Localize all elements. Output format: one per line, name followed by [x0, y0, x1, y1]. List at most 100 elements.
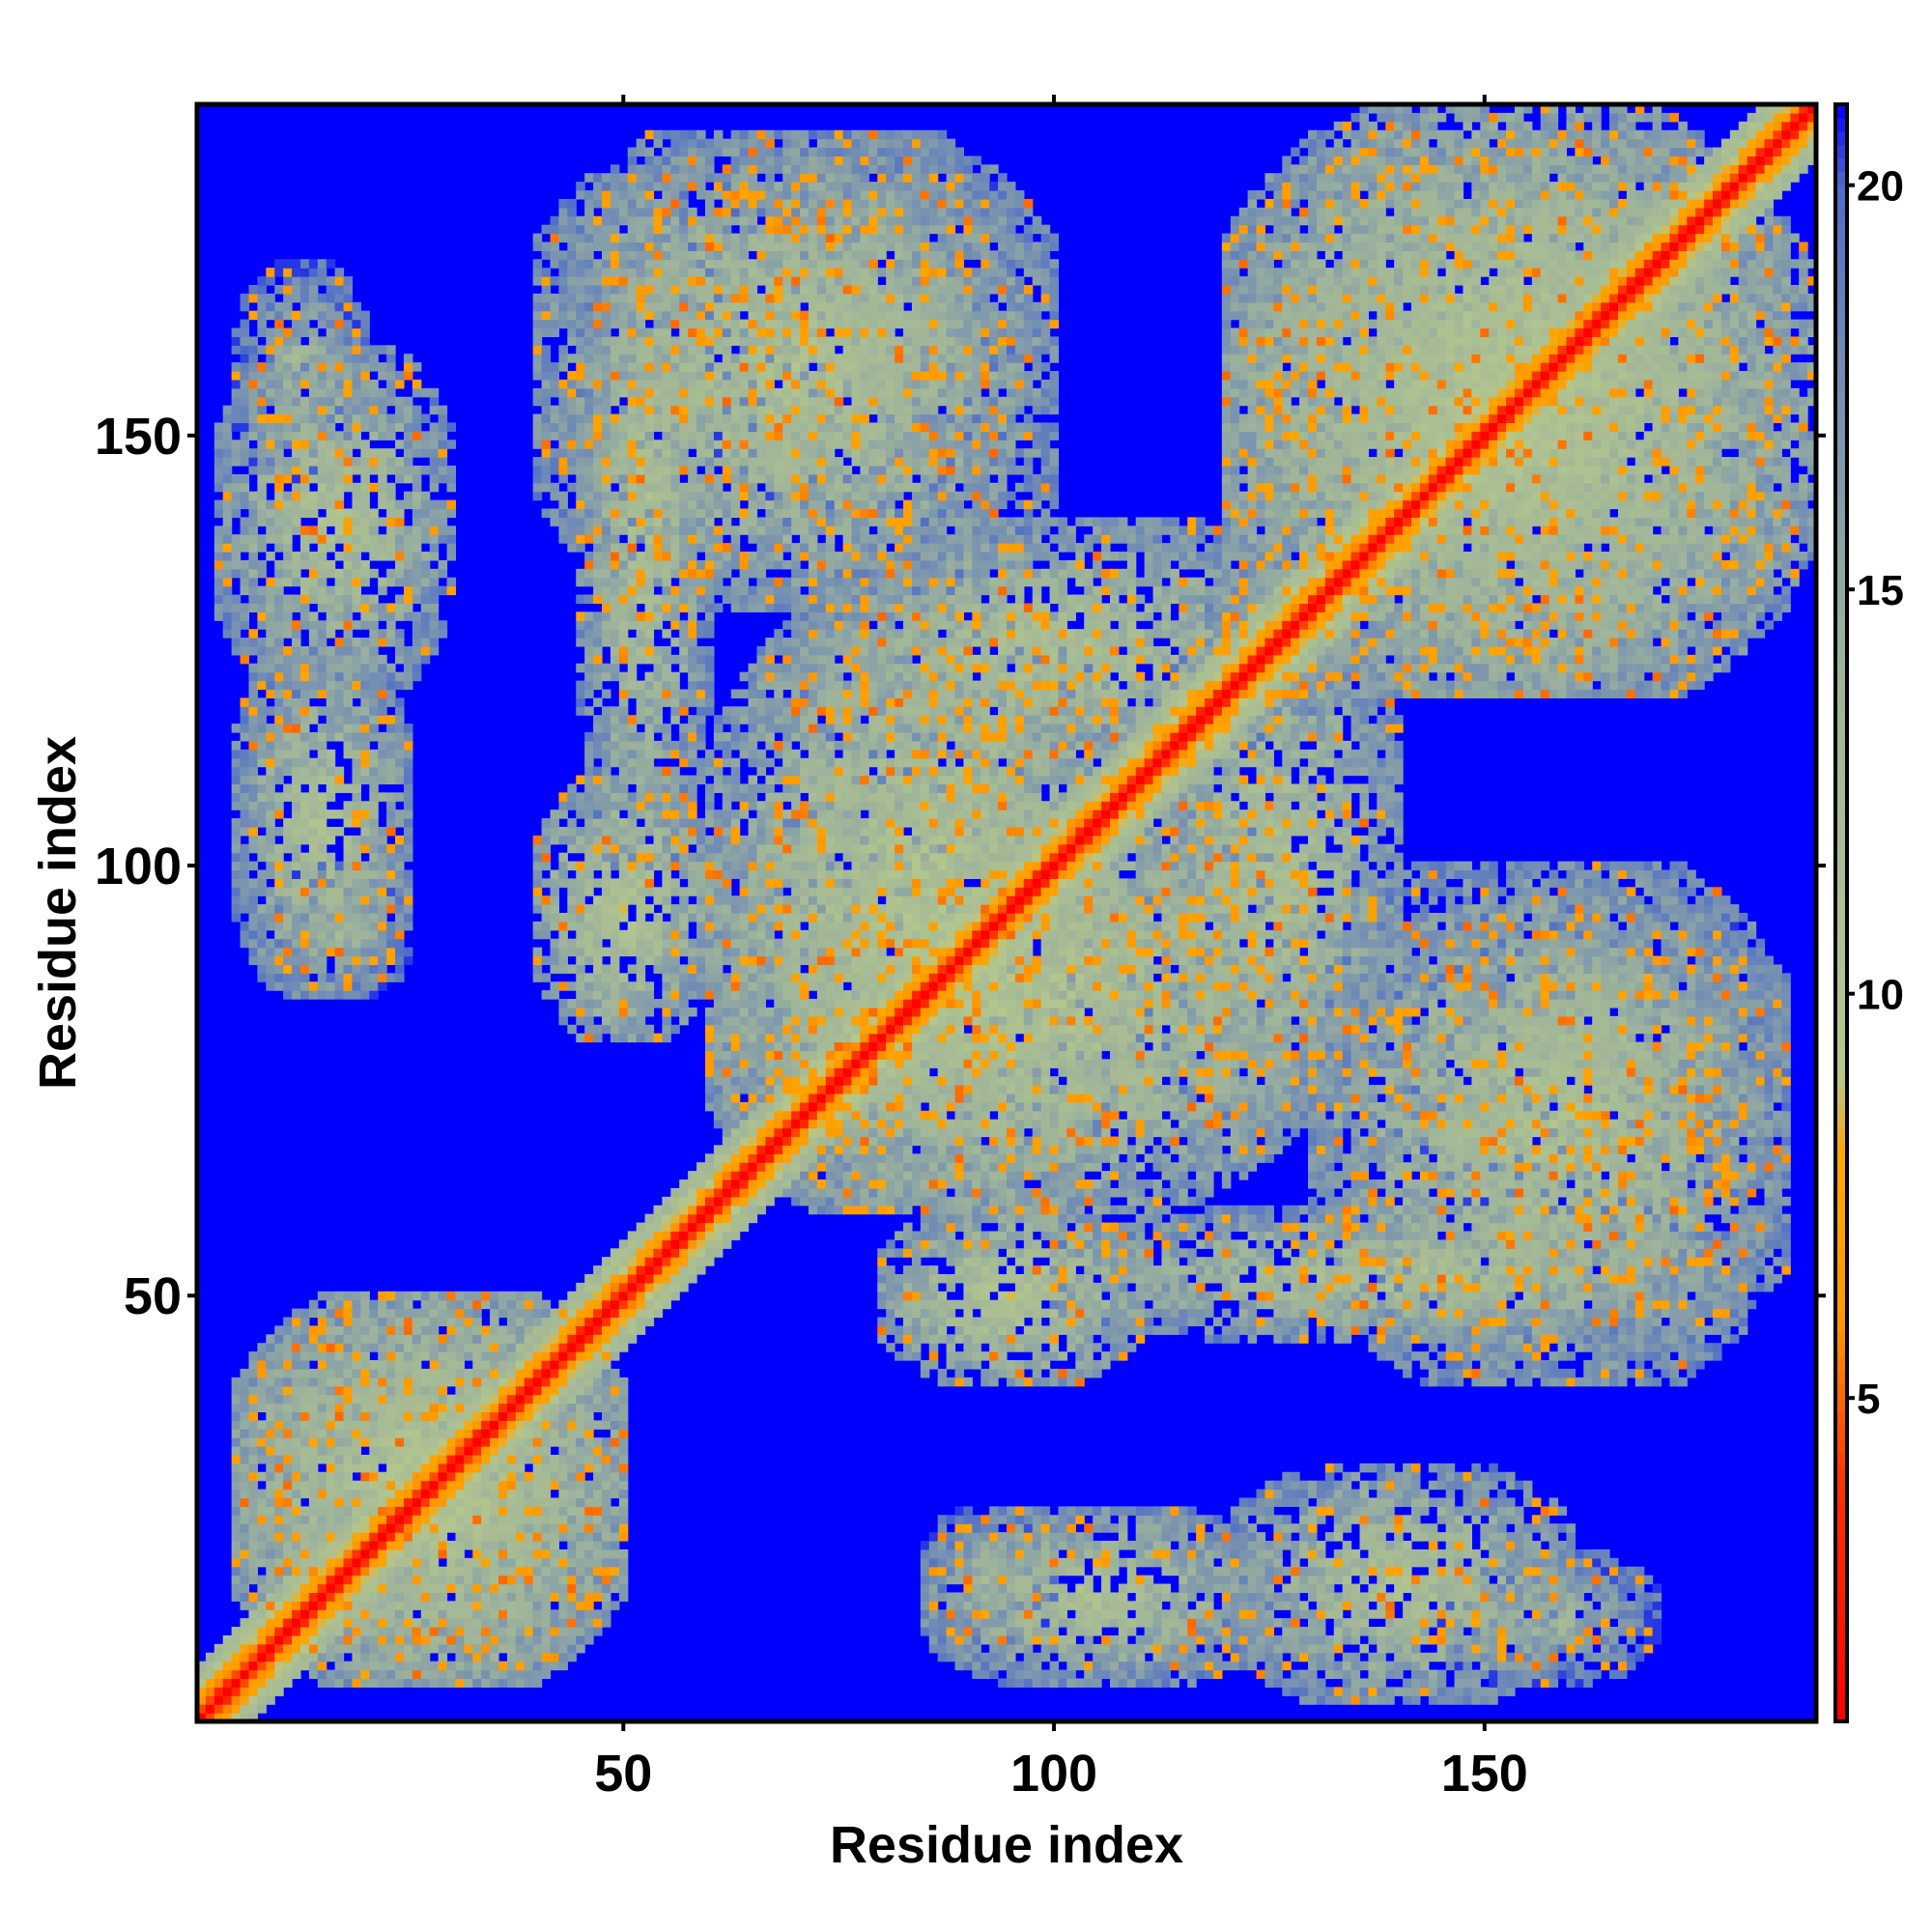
- heatmap-cell: [352, 654, 361, 665]
- heatmap-cell: [308, 1446, 319, 1456]
- heatmap-cell: [266, 1334, 275, 1344]
- heatmap-cell: [386, 1429, 396, 1438]
- heatmap-cell: [240, 724, 250, 733]
- heatmap-cell: [636, 250, 646, 260]
- heatmap-cell: [326, 457, 336, 467]
- heatmap-cell: [584, 1618, 594, 1628]
- heatmap-cell: [584, 689, 594, 698]
- heatmap-cell: [490, 1454, 499, 1464]
- heatmap-cell: [283, 766, 293, 777]
- heatmap-cell: [610, 164, 620, 174]
- heatmap-cell: [378, 1411, 387, 1421]
- heatmap-cell: [498, 1343, 508, 1352]
- heatmap-cell: [618, 371, 629, 381]
- heatmap-cell: [308, 1557, 319, 1568]
- heatmap-cell: [240, 577, 250, 587]
- heatmap-cell: [618, 1273, 629, 1284]
- heatmap-cell: [266, 749, 275, 759]
- heatmap-cell: [584, 173, 594, 183]
- heatmap-cell: [644, 981, 655, 991]
- heatmap-cell: [378, 448, 387, 458]
- heatmap-cell: [490, 1463, 499, 1473]
- heatmap-cell: [627, 517, 638, 526]
- heatmap-cell: [317, 1643, 327, 1654]
- heatmap-cell: [653, 835, 663, 845]
- heatmap-cell: [584, 259, 594, 269]
- heatmap-cell: [420, 559, 431, 570]
- heatmap-cell: [395, 1394, 405, 1405]
- heatmap-cell: [386, 749, 396, 759]
- heatmap-cell: [352, 732, 361, 742]
- heatmap-cell: [584, 1627, 594, 1636]
- heatmap-cell: [378, 473, 387, 484]
- heatmap-cell: [317, 887, 327, 896]
- heatmap-cell: [240, 801, 250, 810]
- heatmap-cell: [662, 1291, 671, 1301]
- heatmap-cell: [593, 413, 603, 424]
- heatmap-cell: [567, 1489, 577, 1499]
- heatmap-cell: [602, 1437, 611, 1447]
- heatmap-cell: [593, 517, 603, 526]
- heatmap-cell: [326, 861, 336, 871]
- heatmap-cell: [429, 440, 440, 449]
- heatmap-cell: [292, 1548, 301, 1559]
- heatmap-cell: [584, 387, 594, 398]
- heatmap-cell: [662, 1265, 671, 1275]
- heatmap-cell: [541, 1601, 552, 1610]
- heatmap-cell: [343, 1557, 354, 1568]
- heatmap-cell: [231, 559, 242, 570]
- heatmap-cell: [360, 422, 370, 432]
- heatmap-cell: [584, 749, 594, 759]
- heatmap-cell: [308, 413, 319, 424]
- heatmap-cell: [360, 1480, 370, 1491]
- heatmap-cell: [403, 904, 413, 914]
- heatmap-cell: [240, 1377, 250, 1387]
- heatmap-cell: [257, 724, 267, 733]
- heatmap-cell: [386, 818, 396, 828]
- heatmap-cell: [610, 508, 620, 518]
- heatmap-cell: [558, 465, 568, 475]
- heatmap-cell: [472, 1308, 482, 1319]
- heatmap-cell: [412, 362, 422, 372]
- heatmap-cell: [576, 371, 585, 381]
- heatmap-cell: [472, 1317, 482, 1326]
- heatmap-cell: [558, 293, 568, 303]
- heatmap-cell: [369, 1334, 379, 1344]
- heatmap-cell: [558, 517, 568, 526]
- heatmap-cell: [222, 1669, 233, 1680]
- heatmap-cell: [240, 938, 250, 949]
- heatmap-cell: [257, 327, 267, 338]
- heatmap-cell: [395, 1343, 405, 1352]
- heatmap-cell: [584, 1446, 594, 1456]
- heatmap-cell: [360, 319, 370, 329]
- heatmap-cell: [610, 173, 620, 183]
- heatmap-cell: [240, 585, 250, 596]
- heatmap-cell: [326, 878, 336, 888]
- heatmap-cell: [352, 457, 361, 467]
- heatmap-cell: [490, 1643, 499, 1654]
- heatmap-cell: [558, 921, 568, 931]
- heatmap-cell: [283, 1643, 293, 1654]
- heatmap-cell: [636, 431, 646, 440]
- heatmap-cell: [352, 405, 361, 415]
- heatmap-cell: [412, 1548, 422, 1559]
- heatmap-cell: [515, 1541, 526, 1550]
- heatmap-cell: [386, 465, 396, 475]
- heatmap-cell: [326, 594, 336, 605]
- heatmap-cell: [644, 783, 655, 793]
- heatmap-cell: [395, 499, 405, 510]
- heatmap-cell: [618, 1239, 629, 1249]
- heatmap-cell: [317, 990, 327, 1000]
- heatmap-cell: [662, 921, 671, 931]
- heatmap-cell: [636, 1033, 646, 1043]
- heatmap-cell: [292, 810, 301, 819]
- heatmap-cell: [627, 792, 638, 802]
- heatmap-cell: [369, 904, 379, 914]
- heatmap-cell: [627, 182, 638, 191]
- heatmap-cell: [550, 1471, 560, 1482]
- heatmap-cell: [662, 973, 671, 982]
- heatmap-cell: [334, 1609, 345, 1619]
- heatmap-cell: [343, 276, 354, 286]
- heatmap-cell: [593, 775, 603, 785]
- heatmap-cell: [618, 1566, 629, 1577]
